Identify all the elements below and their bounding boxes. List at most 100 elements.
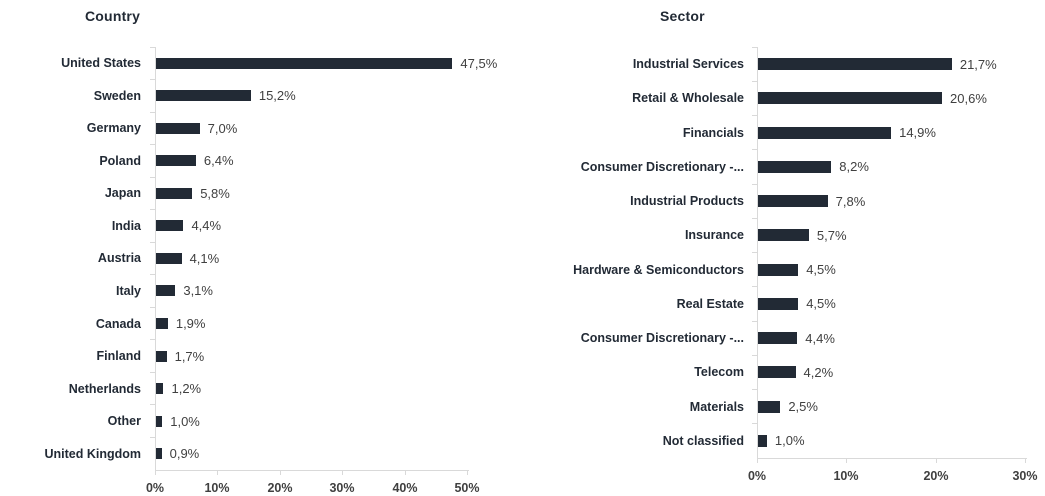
category-label: Poland bbox=[99, 153, 141, 168]
chart-row: Not classified 1,0% bbox=[523, 423, 1045, 458]
category-label: Sweden bbox=[93, 88, 141, 103]
value-label: 4,5% bbox=[806, 296, 836, 312]
bar-track: 7,8% bbox=[752, 183, 1045, 219]
category-axis-tick bbox=[752, 354, 758, 356]
x-axis-tick-label: 30% bbox=[1012, 469, 1038, 483]
category-label: Austria bbox=[97, 251, 141, 266]
category-label: Germany bbox=[86, 121, 141, 136]
x-axis-tick-label: 40% bbox=[392, 481, 418, 495]
x-axis-tick-label: 20% bbox=[267, 481, 293, 495]
chart-title: Country bbox=[85, 8, 141, 24]
bar bbox=[758, 400, 781, 413]
bar-track: 4,2% bbox=[752, 354, 1045, 390]
bar bbox=[156, 122, 200, 134]
category-axis-tick bbox=[752, 217, 758, 219]
category-axis-tick bbox=[150, 339, 156, 341]
category-label: Canada bbox=[95, 316, 141, 331]
category-label: Materials bbox=[689, 399, 744, 414]
bar-track: 47,5% bbox=[150, 46, 522, 80]
category-label: Other bbox=[107, 414, 141, 429]
bar-track: 5,7% bbox=[752, 217, 1045, 253]
chart-row: Industrial Services 21,7% bbox=[523, 46, 1045, 82]
bar-track: 4,4% bbox=[752, 320, 1045, 356]
bar-track: 15,2% bbox=[150, 79, 522, 113]
category-axis-tick bbox=[150, 241, 156, 243]
bar-track: 5,8% bbox=[150, 176, 522, 210]
chart-row: Japan 5,8% bbox=[0, 176, 522, 210]
chart-row: United States 47,5% bbox=[0, 46, 522, 80]
category-axis-tick bbox=[752, 320, 758, 322]
chart-row: Netherlands 1,2% bbox=[0, 371, 522, 405]
x-axis-tick bbox=[1025, 458, 1026, 463]
x-axis-tick-label: 10% bbox=[833, 469, 859, 483]
bar-track: 3,1% bbox=[150, 274, 522, 308]
value-label: 20,6% bbox=[950, 90, 987, 106]
bar bbox=[758, 160, 832, 173]
category-axis-tick bbox=[752, 149, 758, 151]
sector-distribution-chart: Sector Industrial Services 21,7% Retail & … bbox=[523, 0, 1045, 496]
value-label: 47,5% bbox=[460, 55, 498, 71]
value-label: 7,8% bbox=[835, 193, 866, 209]
chart-row: Telecom 4,2% bbox=[523, 354, 1045, 390]
bar bbox=[156, 318, 168, 330]
category-axis-tick bbox=[150, 111, 156, 113]
bar-track: 20,6% bbox=[752, 80, 1045, 116]
bar bbox=[156, 448, 162, 460]
x-axis-tick-label: 30% bbox=[329, 481, 355, 495]
value-label: 5,7% bbox=[816, 227, 847, 243]
chart-row: Retail & Wholesale 20,6% bbox=[523, 80, 1045, 116]
value-label: 8,2% bbox=[839, 159, 869, 175]
bar bbox=[758, 58, 952, 71]
bar-track: 7,0% bbox=[150, 111, 522, 145]
x-axis-tick-label: 0% bbox=[145, 481, 165, 495]
bar bbox=[758, 434, 767, 447]
value-label: 4,5% bbox=[806, 262, 836, 278]
x-axis-tick bbox=[217, 470, 218, 475]
chart-row: Sweden 15,2% bbox=[0, 79, 522, 113]
x-axis-tick bbox=[280, 470, 281, 475]
category-label: Netherlands bbox=[68, 381, 141, 396]
bar-track: 1,0% bbox=[150, 404, 522, 438]
bar-track: 6,4% bbox=[150, 144, 522, 178]
category-axis-tick bbox=[150, 436, 156, 438]
category-axis-tick bbox=[150, 209, 156, 211]
bar-track: 0,9% bbox=[150, 436, 522, 470]
category-label: Finland bbox=[96, 349, 141, 364]
bar-track: 1,7% bbox=[150, 339, 522, 373]
bar bbox=[758, 332, 798, 345]
chart-row: Poland 6,4% bbox=[0, 144, 522, 178]
category-axis-tick bbox=[150, 371, 156, 373]
bar-track: 8,2% bbox=[752, 149, 1045, 184]
bar-track: 4,4% bbox=[150, 209, 522, 243]
category-axis-tick bbox=[150, 144, 156, 146]
bar bbox=[156, 187, 193, 199]
category-axis-tick bbox=[150, 176, 156, 178]
category-label: Hardware & Semiconductors bbox=[573, 262, 744, 277]
bar bbox=[156, 285, 176, 297]
category-label: Industrial Products bbox=[630, 194, 744, 209]
category-axis-tick bbox=[150, 46, 156, 48]
value-label: 1,2% bbox=[171, 381, 202, 397]
value-label: 14,9% bbox=[899, 125, 936, 141]
category-label: Real Estate bbox=[676, 296, 744, 311]
x-axis-tick bbox=[155, 470, 156, 475]
x-axis: 0% 10% 20% 30% bbox=[748, 458, 1038, 483]
bar-track: 4,5% bbox=[752, 286, 1045, 321]
bar-track: 14,9% bbox=[752, 115, 1045, 150]
bar bbox=[758, 126, 892, 139]
bar-track: 1,0% bbox=[752, 423, 1045, 458]
category-label: Not classified bbox=[662, 433, 744, 448]
chart-row: Consumer Discretionary -... 4,4% bbox=[523, 320, 1045, 356]
x-axis-tick bbox=[342, 470, 343, 475]
bar-track: 1,2% bbox=[150, 371, 522, 405]
value-label: 2,5% bbox=[788, 399, 818, 415]
chart-row: Other 1,0% bbox=[0, 404, 522, 438]
chart-row: Germany 7,0% bbox=[0, 111, 522, 145]
bar-rows: United States 47,5% Sweden 15,2% Germany 7,0%… bbox=[0, 46, 522, 470]
bar bbox=[758, 92, 943, 105]
category-label: Consumer Discretionary -... bbox=[580, 159, 744, 174]
x-axis: 0% 10% 20% 30% 40% 50% bbox=[146, 470, 480, 495]
category-axis-tick bbox=[752, 46, 758, 48]
value-label: 5,8% bbox=[200, 185, 230, 201]
category-label: Industrial Services bbox=[632, 57, 744, 72]
